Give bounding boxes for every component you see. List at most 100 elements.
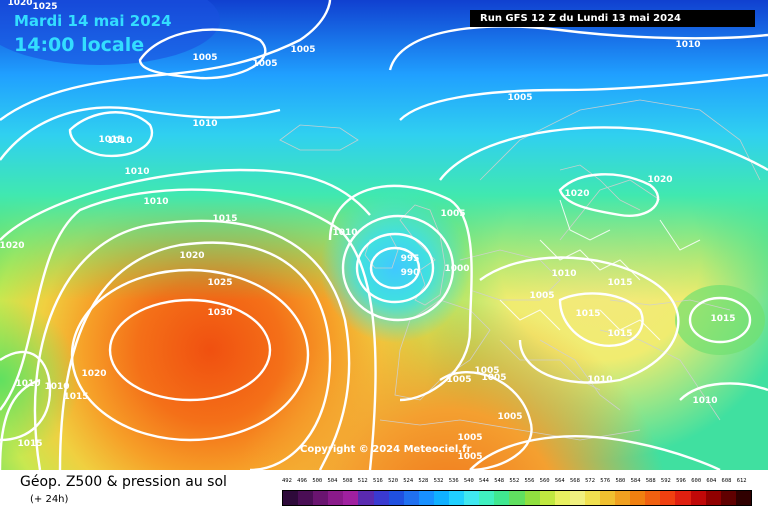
isobar-label: 1010 (332, 228, 358, 238)
scale-swatch (554, 491, 570, 505)
scale-label: 540 (463, 478, 474, 484)
isobar-label: 1005 (192, 53, 218, 63)
isobar-label: 1005 (290, 45, 316, 55)
scale-label: 504 (327, 478, 338, 484)
isobar-label: 1010 (15, 379, 41, 389)
weather-map: Mardi 14 mai 2024 14:00 locale Run GFS 1… (0, 0, 768, 470)
scale-label: 608 (721, 478, 732, 484)
isobar-label: 1015 (607, 278, 633, 288)
scale-swatch (524, 491, 540, 505)
scale-swatch (479, 491, 495, 505)
isobar-label: 1020 (81, 369, 107, 379)
isobar-label: 1005 (252, 59, 278, 69)
run-info-banner: Run GFS 12 Z du Lundi 13 mai 2024 (470, 10, 755, 27)
copyright-notice: Copyright © 2024 Meteociel.fr (300, 444, 472, 455)
scale-label: 564 (554, 478, 565, 484)
scale-label: 568 (569, 478, 580, 484)
isobar-label: 1020 (7, 0, 33, 8)
scale-swatch (418, 491, 434, 505)
scale-label: 584 (630, 478, 641, 484)
scale-label: 532 (433, 478, 444, 484)
isobar-label: 1020 (179, 251, 205, 261)
scale-label: 604 (706, 478, 717, 484)
scale-label: 544 (479, 478, 489, 484)
scale-label: 592 (660, 478, 671, 484)
isobar-label: 995 (400, 254, 420, 264)
scale-swatch (630, 491, 646, 505)
isobar-label: 1015 (17, 439, 43, 449)
scale-label: 596 (676, 478, 686, 484)
isobar-label: 1015 (575, 309, 601, 319)
isobar-label: 1010 (124, 167, 150, 177)
scale-label: 492 (282, 478, 292, 484)
scale-label: 536 (448, 478, 459, 484)
color-scale-labels: 492 496 500 504 508 512 516 520 524 528 532 536 540 5… (282, 478, 752, 484)
scale-label: 580 (615, 478, 626, 484)
isobar-label: 990 (400, 268, 420, 278)
scale-swatch (313, 491, 329, 505)
isobar-label: 1005 (440, 209, 466, 219)
isobar-label: 1010 (192, 119, 218, 129)
isobar-label: 1015 (98, 135, 124, 145)
scale-swatch (433, 491, 450, 505)
scale-swatch (599, 491, 616, 505)
map-canvas (0, 0, 768, 470)
scale-label: 612 (736, 478, 747, 484)
isobar-label: 1020 (564, 189, 590, 199)
isobar-label: 1010 (692, 396, 718, 406)
scale-label: 556 (524, 478, 535, 484)
forecast-time: 14:00 locale (14, 34, 145, 56)
scale-label: 552 (509, 478, 520, 484)
isobar-label: 1010 (551, 269, 577, 279)
scale-swatch (660, 491, 676, 505)
scale-label: 508 (342, 478, 353, 484)
scale-swatch (645, 491, 661, 505)
scale-label: 548 (494, 478, 505, 484)
scale-swatch (373, 491, 389, 505)
scale-swatch (449, 491, 465, 505)
isobar-label: 1005 (474, 366, 500, 376)
isobar-label: 1020 (0, 241, 25, 251)
scale-swatch (584, 491, 600, 505)
scale-label: 500 (312, 478, 323, 484)
scale-swatch (569, 491, 585, 505)
scale-label: 496 (297, 478, 308, 484)
scale-label: 528 (418, 478, 429, 484)
scale-label: 524 (403, 478, 414, 484)
scale-swatch (615, 491, 631, 505)
isobar-label: 1015 (212, 214, 238, 224)
scale-swatch (509, 491, 525, 505)
scale-swatch (328, 491, 344, 505)
scale-swatch (283, 491, 299, 505)
scale-label: 576 (600, 478, 611, 484)
isobar-label: 1005 (497, 412, 523, 422)
scale-label: 520 (388, 478, 399, 484)
isobar-label: 1020 (647, 175, 673, 185)
isobar-label: 1015 (63, 392, 89, 402)
isobar-label: 1010 (44, 382, 70, 392)
scale-swatch (539, 491, 555, 505)
isobar-label: 1005 (529, 291, 555, 301)
scale-swatch (388, 491, 404, 505)
isobar-label: 1005 (446, 375, 472, 385)
scale-label: 512 (357, 478, 368, 484)
scale-swatch (690, 491, 706, 505)
forecast-date: Mardi 14 mai 2024 (14, 12, 172, 30)
scale-swatch (494, 491, 510, 505)
color-scale-bar (282, 490, 752, 506)
borders (499, 199, 701, 341)
isobar-label: 1010 (143, 197, 169, 207)
map-title: Géop. Z500 & pression au sol (20, 474, 227, 490)
isobar-label: 1015 (710, 314, 736, 324)
scale-swatch (720, 491, 736, 505)
scale-swatch (298, 491, 314, 505)
coastlines (279, 99, 761, 441)
isobar-label: 1010 (587, 375, 613, 385)
scale-swatch (464, 491, 480, 505)
scale-swatch (403, 491, 419, 505)
scale-label: 588 (645, 478, 656, 484)
scale-swatch (735, 491, 751, 505)
forecast-offset: (+ 24h) (30, 494, 69, 505)
isobar-label: 1005 (507, 93, 533, 103)
scale-swatch (358, 491, 374, 505)
